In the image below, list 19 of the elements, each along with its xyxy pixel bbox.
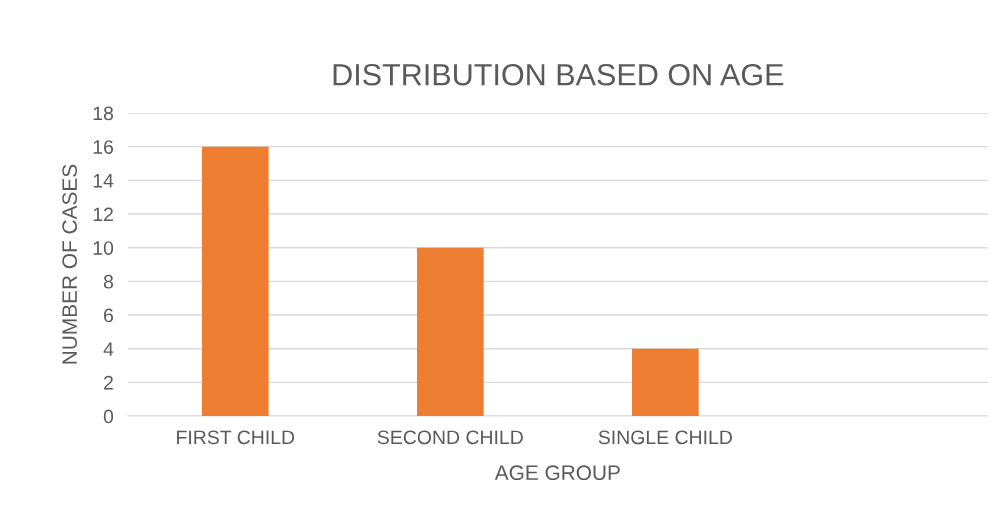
y-tick-label: 2	[104, 375, 113, 390]
y-tick-label: 4	[103, 342, 114, 356]
bar	[632, 348, 699, 417]
y-tick-label: 12	[93, 207, 113, 222]
y-tick-label: 16	[93, 140, 114, 154]
y-tick-label: 10	[93, 241, 114, 255]
y-tick-label: 0	[103, 409, 114, 424]
bar	[201, 146, 269, 417]
bar	[416, 247, 484, 417]
x-tick-label: SECOND CHILD	[377, 430, 523, 445]
y-axis-title: NUMBER OF CASES	[62, 164, 78, 364]
x-tick-label: FIRST CHILD	[177, 430, 295, 445]
x-axis-title: AGE GROUP	[494, 465, 620, 481]
y-tick-label: 6	[104, 308, 114, 323]
y-tick-label: 18	[93, 106, 114, 121]
chart-title: DISTRIBUTION BASED ON AGE	[333, 63, 784, 86]
y-tick-label: 14	[93, 174, 114, 188]
y-tick-label: 8	[103, 274, 114, 289]
x-tick-label: SINGLE CHILD	[598, 430, 732, 445]
